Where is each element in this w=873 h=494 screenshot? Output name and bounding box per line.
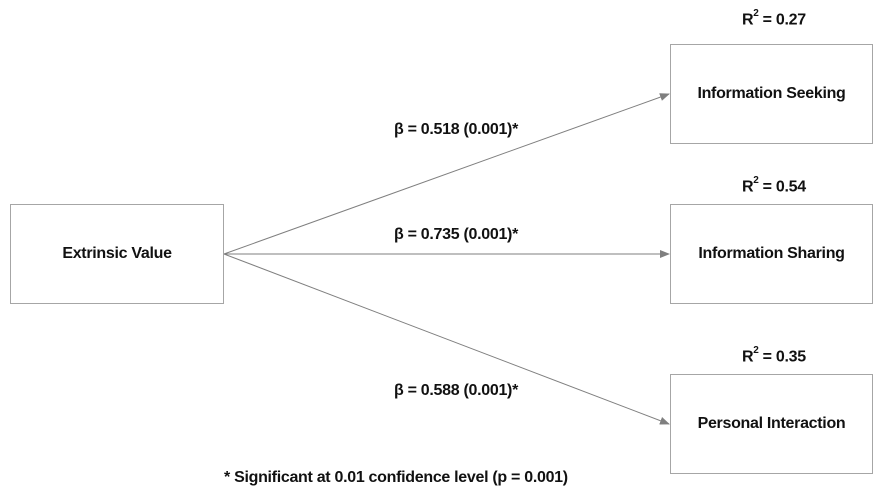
extrinsic-value-node: Extrinsic Value [10,204,224,304]
arrow-to-information-seeking [223,93,670,255]
information-sharing-label: Information Sharing [698,245,845,262]
personal-interaction-node: Personal Interaction [670,374,873,474]
information-sharing-node: Information Sharing [670,204,873,304]
r2-information-seeking: R2 = 0.27 [742,8,806,29]
arrow-to-personal-interaction [223,253,670,425]
beta-personal-interaction: β = 0.588 (0.001)* [394,382,519,399]
personal-interaction-label: Personal Interaction [697,415,846,432]
r2-personal-interaction: R2 = 0.35 [742,345,806,366]
beta-information-seeking: β = 0.518 (0.001)* [394,121,519,138]
r2-information-sharing: R2 = 0.54 [742,175,806,196]
extrinsic-value-label: Extrinsic Value [62,245,172,262]
information-seeking-label: Information Seeking [697,85,846,102]
beta-information-sharing: β = 0.735 (0.001)* [394,226,519,243]
significance-footnote: * Significant at 0.01 confidence level (… [224,469,568,486]
information-seeking-node: Information Seeking [670,44,873,144]
